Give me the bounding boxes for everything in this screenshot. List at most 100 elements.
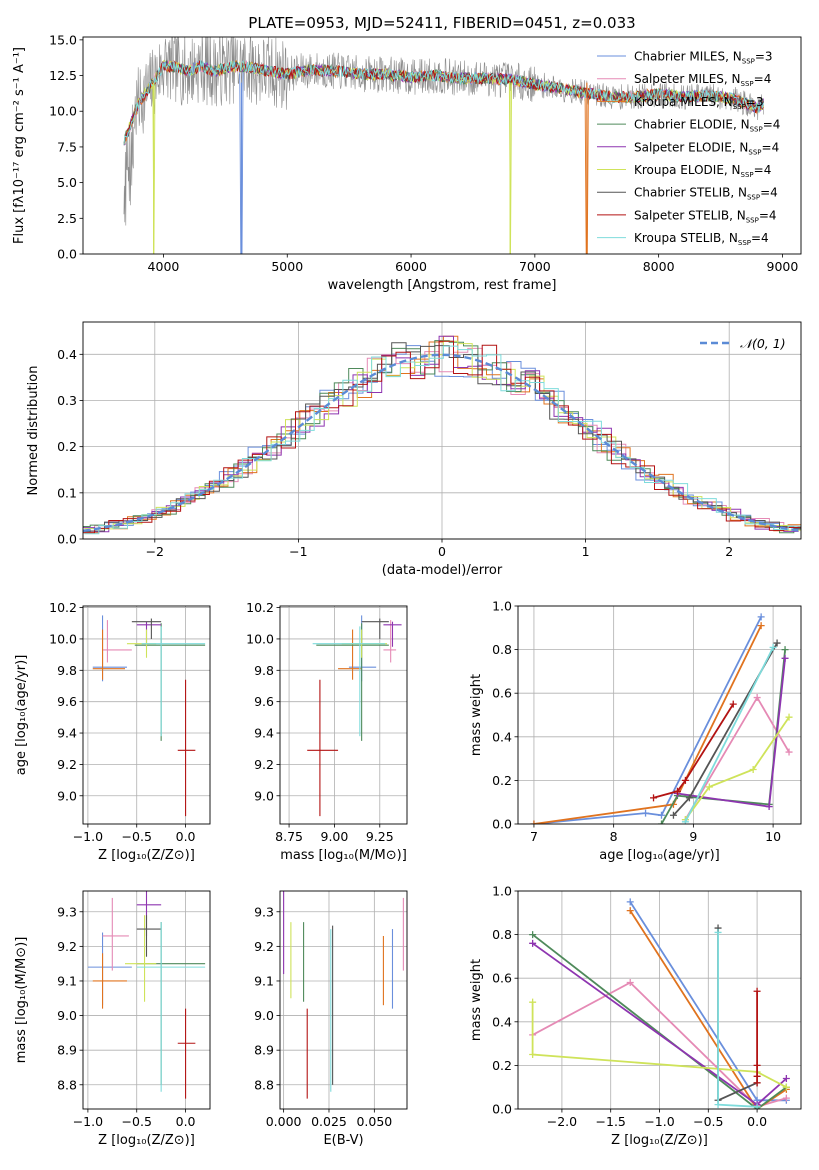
legend-label: 𝒩(0, 1) [740, 336, 786, 351]
x-tick-label: −0.5 [122, 1114, 152, 1129]
x-tick-label: 0.025 [311, 1114, 347, 1129]
x-tick-label: 8 [610, 829, 618, 844]
model-kroupa-stelib [123, 60, 764, 145]
legend-label: Salpeter STELIB, NSSP=4 [634, 208, 777, 224]
marker-chabrier-miles [626, 898, 634, 906]
y-tick-label: 7.5 [57, 139, 77, 154]
y-tick-label: 9.2 [254, 939, 274, 954]
y-tick-label: 9.2 [57, 939, 77, 954]
y-tick-label: 10.2 [246, 600, 274, 615]
y-tick-label: 10.0 [49, 631, 77, 646]
gaussian-curve [83, 353, 801, 533]
x-tick-label: 9 [689, 829, 697, 844]
marker-chabrier-elodie [657, 820, 665, 824]
y-tick-label: 9.8 [254, 663, 274, 678]
y-tick-label: 0.4 [492, 729, 512, 744]
marker-chabrier-stelib [669, 811, 677, 819]
x-tick-label: −0.5 [122, 829, 152, 844]
axes-frame [82, 890, 211, 1110]
y-axis-label: mass [log₁₀(M/M⊙)] [14, 937, 29, 1064]
marker-salpeter-miles [782, 1094, 790, 1102]
y-axis-label: mass weight [469, 959, 484, 1041]
marker-kroupa-elodie [529, 1051, 537, 1058]
marker-salpeter-miles [753, 694, 761, 702]
figure-title: PLATE=0953, MJD=52411, FIBERID=0451, z=0… [248, 14, 635, 32]
y-tick-label: 1.0 [492, 884, 512, 899]
x-axis-label: (data-model)/error [382, 563, 503, 578]
series-kroupa-elodie [531, 1002, 787, 1088]
marker-kroupa-miles [530, 820, 538, 824]
x-tick-label: 0.0 [176, 829, 196, 844]
marker-salpeter-elodie [781, 654, 789, 662]
marker-salpeter-stelib [753, 987, 761, 995]
y-tick-label: 10.0 [49, 104, 77, 119]
legend-label: Chabrier STELIB, NSSP=4 [634, 186, 778, 202]
y-tick-label: 8.9 [254, 1043, 274, 1058]
series-chabrier-miles [533, 616, 762, 824]
weight-lines [529, 898, 790, 1109]
x-tick-label: −1 [289, 544, 307, 559]
y-axis-label: age [log₁₀(age/yr)] [14, 655, 29, 776]
panel-mass-vs-EBV: 0.000 0.025 0.050 8.8 8.9 9.0 9.1 9.2 9.3 E(B-V) [254, 890, 408, 1148]
series-salpeter-miles [532, 981, 787, 1108]
marker-chabrier-stelib [773, 639, 781, 647]
legend-label: Chabrier MILES, NSSP=3 [634, 50, 773, 66]
error-bars [307, 615, 402, 817]
y-tick-label: 0.4 [57, 347, 77, 362]
series-salpeter-stelib [653, 703, 734, 799]
y-tick-label: 2.5 [57, 211, 77, 226]
marker-salpeter-miles [626, 979, 634, 987]
marker-salpeter-stelib [753, 1061, 761, 1069]
panel-weight-vs-age: 7 8 9 10 0.0 0.2 0.4 0.6 0.8 1.0 age [log₁₀(age/yr… [469, 599, 802, 863]
error-bars [283, 891, 404, 1099]
y-tick-label: 9.8 [57, 663, 77, 678]
marker-chabrier-miles [642, 809, 650, 817]
y-tick-label: 15.0 [49, 32, 77, 47]
y-tick-label: 0.0 [57, 247, 77, 262]
marker-salpeter-elodie [529, 939, 537, 947]
marker-kroupa-stelib [769, 643, 777, 651]
x-axis-label: mass [log₁₀(M/M⊙)] [280, 848, 407, 863]
x-tick-label: 0.000 [266, 1114, 302, 1129]
axes-frame [279, 605, 408, 825]
y-tick-label: 9.0 [254, 1008, 274, 1023]
y-tick-label: 0.6 [492, 686, 512, 701]
marker-chabrier-elodie [529, 931, 537, 939]
marker-kroupa-elodie [782, 1083, 790, 1091]
y-tick-label: 8.9 [57, 1043, 77, 1058]
x-tick-label: −1.0 [73, 829, 103, 844]
legend-label: Salpeter MILES, NSSP=4 [634, 72, 771, 88]
panel-age-vs-mass: 8.75 9.00 9.25 9.0 9.2 9.4 9.6 9.8 10.0 10.2 mass … [246, 600, 408, 863]
x-tick-label: 7000 [519, 259, 551, 274]
histogram-salpeter-stelib [83, 340, 801, 534]
panel-spectrum: 4000 5000 6000 7000 8000 9000 0.0 2.5 5.0 7.5 10.0… [12, 32, 802, 293]
legend: Chabrier MILES, NSSP=3 Salpeter MILES, NS… [597, 50, 780, 247]
y-tick-label: 8.8 [57, 1077, 77, 1092]
y-tick-label: 9.6 [57, 694, 77, 709]
y-tick-label: 0.0 [492, 1102, 512, 1117]
axes-frame [517, 605, 802, 825]
y-tick-label: 9.3 [254, 904, 274, 919]
y-axis-label: mass weight [469, 674, 484, 756]
y-tick-label: 9.4 [57, 726, 77, 741]
y-tick-label: 9.3 [57, 904, 77, 919]
x-tick-label: 0.0 [747, 1114, 767, 1129]
x-tick-label: 4000 [148, 259, 180, 274]
x-tick-label: −2.0 [547, 1114, 577, 1129]
marker-salpeter-miles [785, 748, 793, 756]
y-tick-label: 9.6 [254, 694, 274, 709]
legend-label: Kroupa ELODIE, NSSP=4 [634, 163, 771, 179]
histograms [83, 335, 801, 535]
marker-salpeter-stelib [681, 776, 689, 784]
x-tick-label: 7 [530, 829, 538, 844]
y-tick-label: 0.2 [57, 439, 77, 454]
x-tick-label: 9.00 [321, 829, 349, 844]
y-tick-label: 9.1 [254, 973, 274, 988]
panel-residuals: −2 −1 0 1 2 0.0 0.1 0.2 0.3 0.4 (data-model)/error… [26, 321, 802, 578]
marker-kroupa-elodie [529, 998, 537, 1006]
y-tick-label: 5.0 [57, 175, 77, 190]
legend-label: Kroupa STELIB, NSSP=4 [634, 231, 769, 247]
y-tick-label: 9.0 [57, 1008, 77, 1023]
marker-salpeter-elodie [765, 803, 773, 811]
x-tick-label: 8000 [643, 259, 675, 274]
